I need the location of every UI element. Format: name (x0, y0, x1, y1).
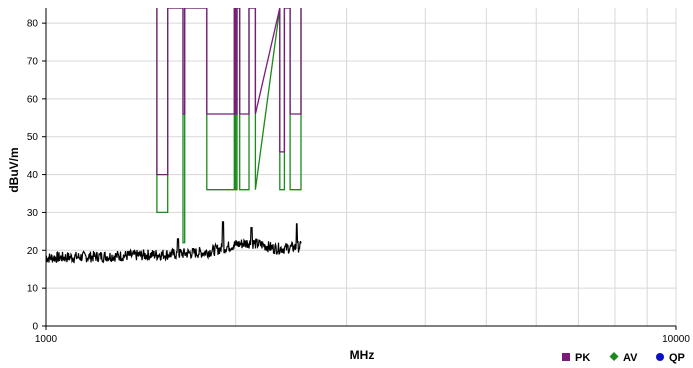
y-tick-label: 0 (32, 322, 38, 333)
y-tick-label: 20 (27, 246, 39, 257)
series-layer (46, 8, 302, 264)
y-tick-label: 70 (27, 57, 39, 68)
legend-marker-qp (656, 353, 664, 361)
y-tick-label: 40 (27, 170, 39, 181)
axes (45, 8, 676, 327)
legend-label-av: AV (623, 352, 638, 364)
legend-marker-pk (562, 353, 570, 361)
legend-label-qp: QP (669, 352, 685, 364)
y-tick-label: 30 (27, 208, 39, 219)
tick-labels: 0 10 20 30 40 50 60 70 80 1000 10000 (27, 19, 690, 345)
legend-marker-av (609, 352, 619, 361)
series-group (46, 8, 302, 264)
legend: PK AV QP (562, 352, 685, 364)
x-tick-label: 10000 (662, 334, 690, 345)
y-tick-label: 10 (27, 284, 39, 295)
trace-line (46, 221, 302, 264)
y-tick-label: 50 (27, 132, 39, 143)
x-tick-label: 1000 (35, 334, 58, 345)
grid (45, 8, 677, 327)
x-axis-title: MHz (350, 348, 375, 362)
pk-limit-line (156, 8, 302, 176)
y-axis-title: dBuV/m (7, 147, 21, 192)
y-tick-label: 60 (27, 94, 39, 105)
legend-label-pk: PK (575, 352, 590, 364)
y-tick-label: 80 (27, 19, 39, 30)
